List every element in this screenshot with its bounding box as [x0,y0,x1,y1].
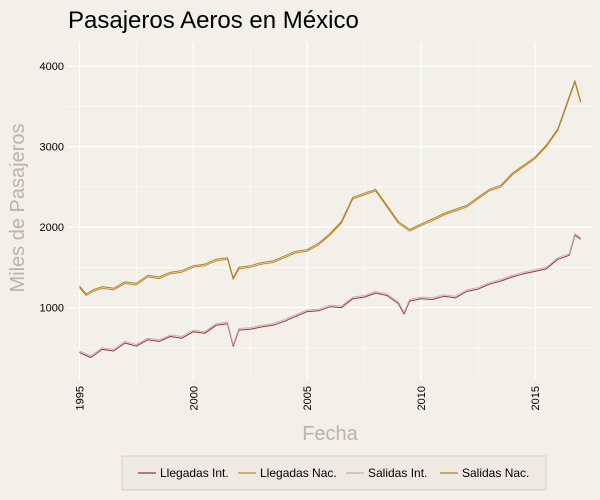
y-tick-label: 4000 [40,61,64,73]
x-tick-label: 2000 [188,386,200,410]
legend-label: Llegadas Nac. [260,466,337,480]
x-tick-label: 1995 [74,386,86,410]
legend-label: Salidas Nac. [462,466,529,480]
x-tick-label: 2015 [530,386,542,410]
series-line-llegadas-nac [79,81,582,296]
chart-title: Pasajeros Aeros en México [68,7,359,34]
x-tick-label: 2010 [416,386,428,410]
legend-box [121,455,547,491]
x-tick-label: 2005 [302,386,314,410]
y-tick-label: 1000 [40,303,64,315]
legend: Llegadas Int. Llegadas Nac. Salidas Int. Sa… [121,455,547,491]
y-tick-label: 2000 [40,222,64,234]
grid [68,42,592,380]
x-axis-ticks: 1995 2000 2005 2010 2015 [74,386,542,410]
series-line-salidas-nac [79,80,582,295]
series-line-llegadas-int [79,234,581,358]
series-layer [79,80,582,358]
legend-label: Salidas Int. [368,466,427,480]
series-line-salidas-int [79,233,581,357]
y-axis-title: Miles de Pasajeros [7,124,29,293]
legend-label: Llegadas Int. [160,466,229,480]
x-axis-title: Fecha [302,423,358,445]
y-axis-ticks: 1000 2000 3000 4000 [40,61,64,314]
y-tick-label: 3000 [40,142,64,154]
